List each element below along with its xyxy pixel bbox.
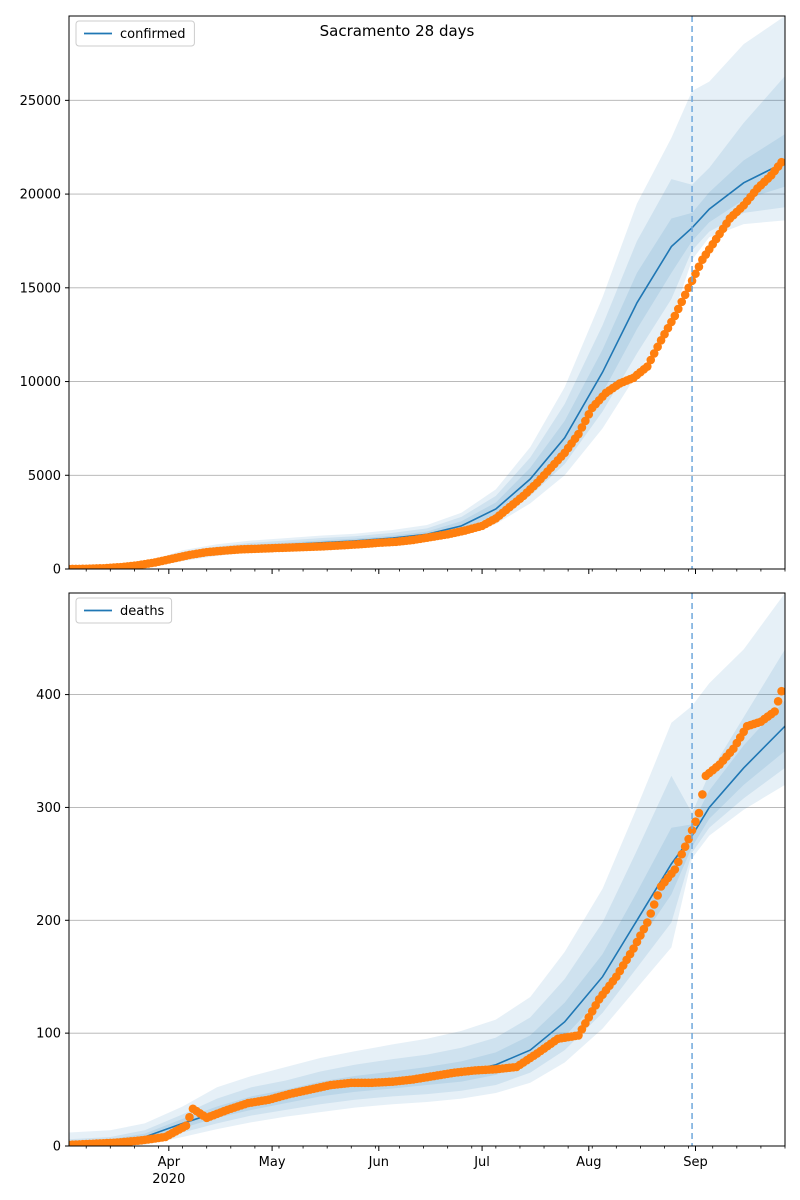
x-tick-label: Jul — [473, 1155, 490, 1170]
y-tick-label: 200 — [36, 914, 61, 929]
observed-point — [636, 931, 645, 940]
observed-point — [670, 865, 680, 874]
observed-point — [629, 944, 638, 953]
legend-box — [75, 20, 195, 47]
observed-point — [646, 355, 656, 365]
observed-point — [673, 857, 683, 867]
observed-point — [670, 311, 680, 321]
observed-point — [687, 826, 697, 835]
observed-point — [673, 304, 683, 314]
confirmed-panel: 0 5000 10000 15000 20000 25000 confirmed — [20, 15, 786, 578]
observed-point — [680, 290, 690, 300]
y-tick-label: 100 — [36, 1027, 61, 1042]
observed-point — [646, 909, 656, 918]
observed-point — [777, 157, 785, 167]
observed-point — [643, 918, 652, 927]
observed-point — [770, 707, 779, 716]
legend-label: deaths — [120, 604, 165, 619]
observed-point — [643, 362, 652, 371]
band-95 — [69, 16, 785, 569]
observed-point — [773, 697, 783, 706]
plot-area — [69, 16, 785, 569]
x-tick-label: May — [259, 1155, 286, 1170]
x-axis — [85, 569, 786, 574]
legend: confirmed — [75, 20, 195, 47]
y-axis: 0 100 200 300 400 — [36, 688, 69, 1155]
observed-point — [581, 416, 590, 426]
chart-title: Sacramento 28 days — [320, 22, 475, 40]
observed-point — [680, 842, 690, 851]
x-axis: Apr 2020 May Jun Jul Aug Sep — [85, 1146, 786, 1187]
observed-point — [653, 342, 662, 352]
observed-point — [574, 429, 583, 439]
observed-point — [698, 790, 707, 799]
observed-point — [684, 283, 693, 293]
observed-points — [69, 686, 785, 1146]
observed-point — [691, 269, 700, 279]
legend-box — [75, 597, 173, 624]
deaths-panel: 0 100 200 300 400 Apr 2020 May Jun Jul Aug Sep death… — [36, 592, 786, 1187]
plot-area — [69, 593, 785, 1146]
x-tick-sublabel: 2020 — [152, 1172, 185, 1187]
legend: deaths — [75, 597, 173, 624]
legend-label: confirmed — [120, 27, 186, 42]
observed-point — [584, 410, 594, 419]
band-50 — [69, 700, 785, 1146]
observed-point — [691, 817, 700, 827]
x-tick-label: Sep — [683, 1155, 708, 1170]
axes-frame — [68, 592, 786, 1147]
observed-point — [577, 423, 587, 432]
observed-point — [677, 849, 687, 859]
y-tick-label: 20000 — [20, 188, 61, 203]
x-tick-label: Apr — [158, 1155, 181, 1170]
observed-point — [694, 262, 704, 272]
observed-point — [632, 937, 642, 947]
band-95 — [69, 593, 785, 1146]
band-80 — [69, 75, 785, 569]
y-tick-label: 10000 — [20, 375, 61, 390]
x-tick-label: Aug — [576, 1155, 601, 1170]
band-80 — [69, 649, 785, 1146]
observed-point — [639, 924, 649, 934]
gridlines — [69, 99, 785, 476]
y-tick-label: 0 — [53, 1140, 61, 1155]
axes-frame — [68, 15, 786, 570]
observed-point — [653, 891, 662, 900]
y-tick-label: 25000 — [20, 94, 61, 109]
observed-point — [694, 808, 704, 818]
observed-point — [185, 1112, 194, 1122]
observed-point — [181, 1121, 191, 1130]
y-tick-label: 0 — [53, 563, 61, 578]
observed-point — [649, 349, 659, 358]
observed-point — [684, 834, 693, 844]
y-axis: 0 5000 10000 15000 20000 25000 — [20, 94, 69, 578]
y-tick-label: 300 — [36, 801, 61, 816]
x-tick-label: Jun — [368, 1155, 389, 1170]
gridlines — [69, 694, 785, 1034]
y-tick-label: 5000 — [28, 469, 61, 484]
observed-points — [69, 157, 785, 569]
observed-point — [677, 297, 687, 307]
y-tick-label: 15000 — [20, 281, 61, 296]
observed-point — [649, 900, 659, 909]
y-tick-label: 400 — [36, 688, 61, 703]
observed-point — [777, 686, 785, 696]
